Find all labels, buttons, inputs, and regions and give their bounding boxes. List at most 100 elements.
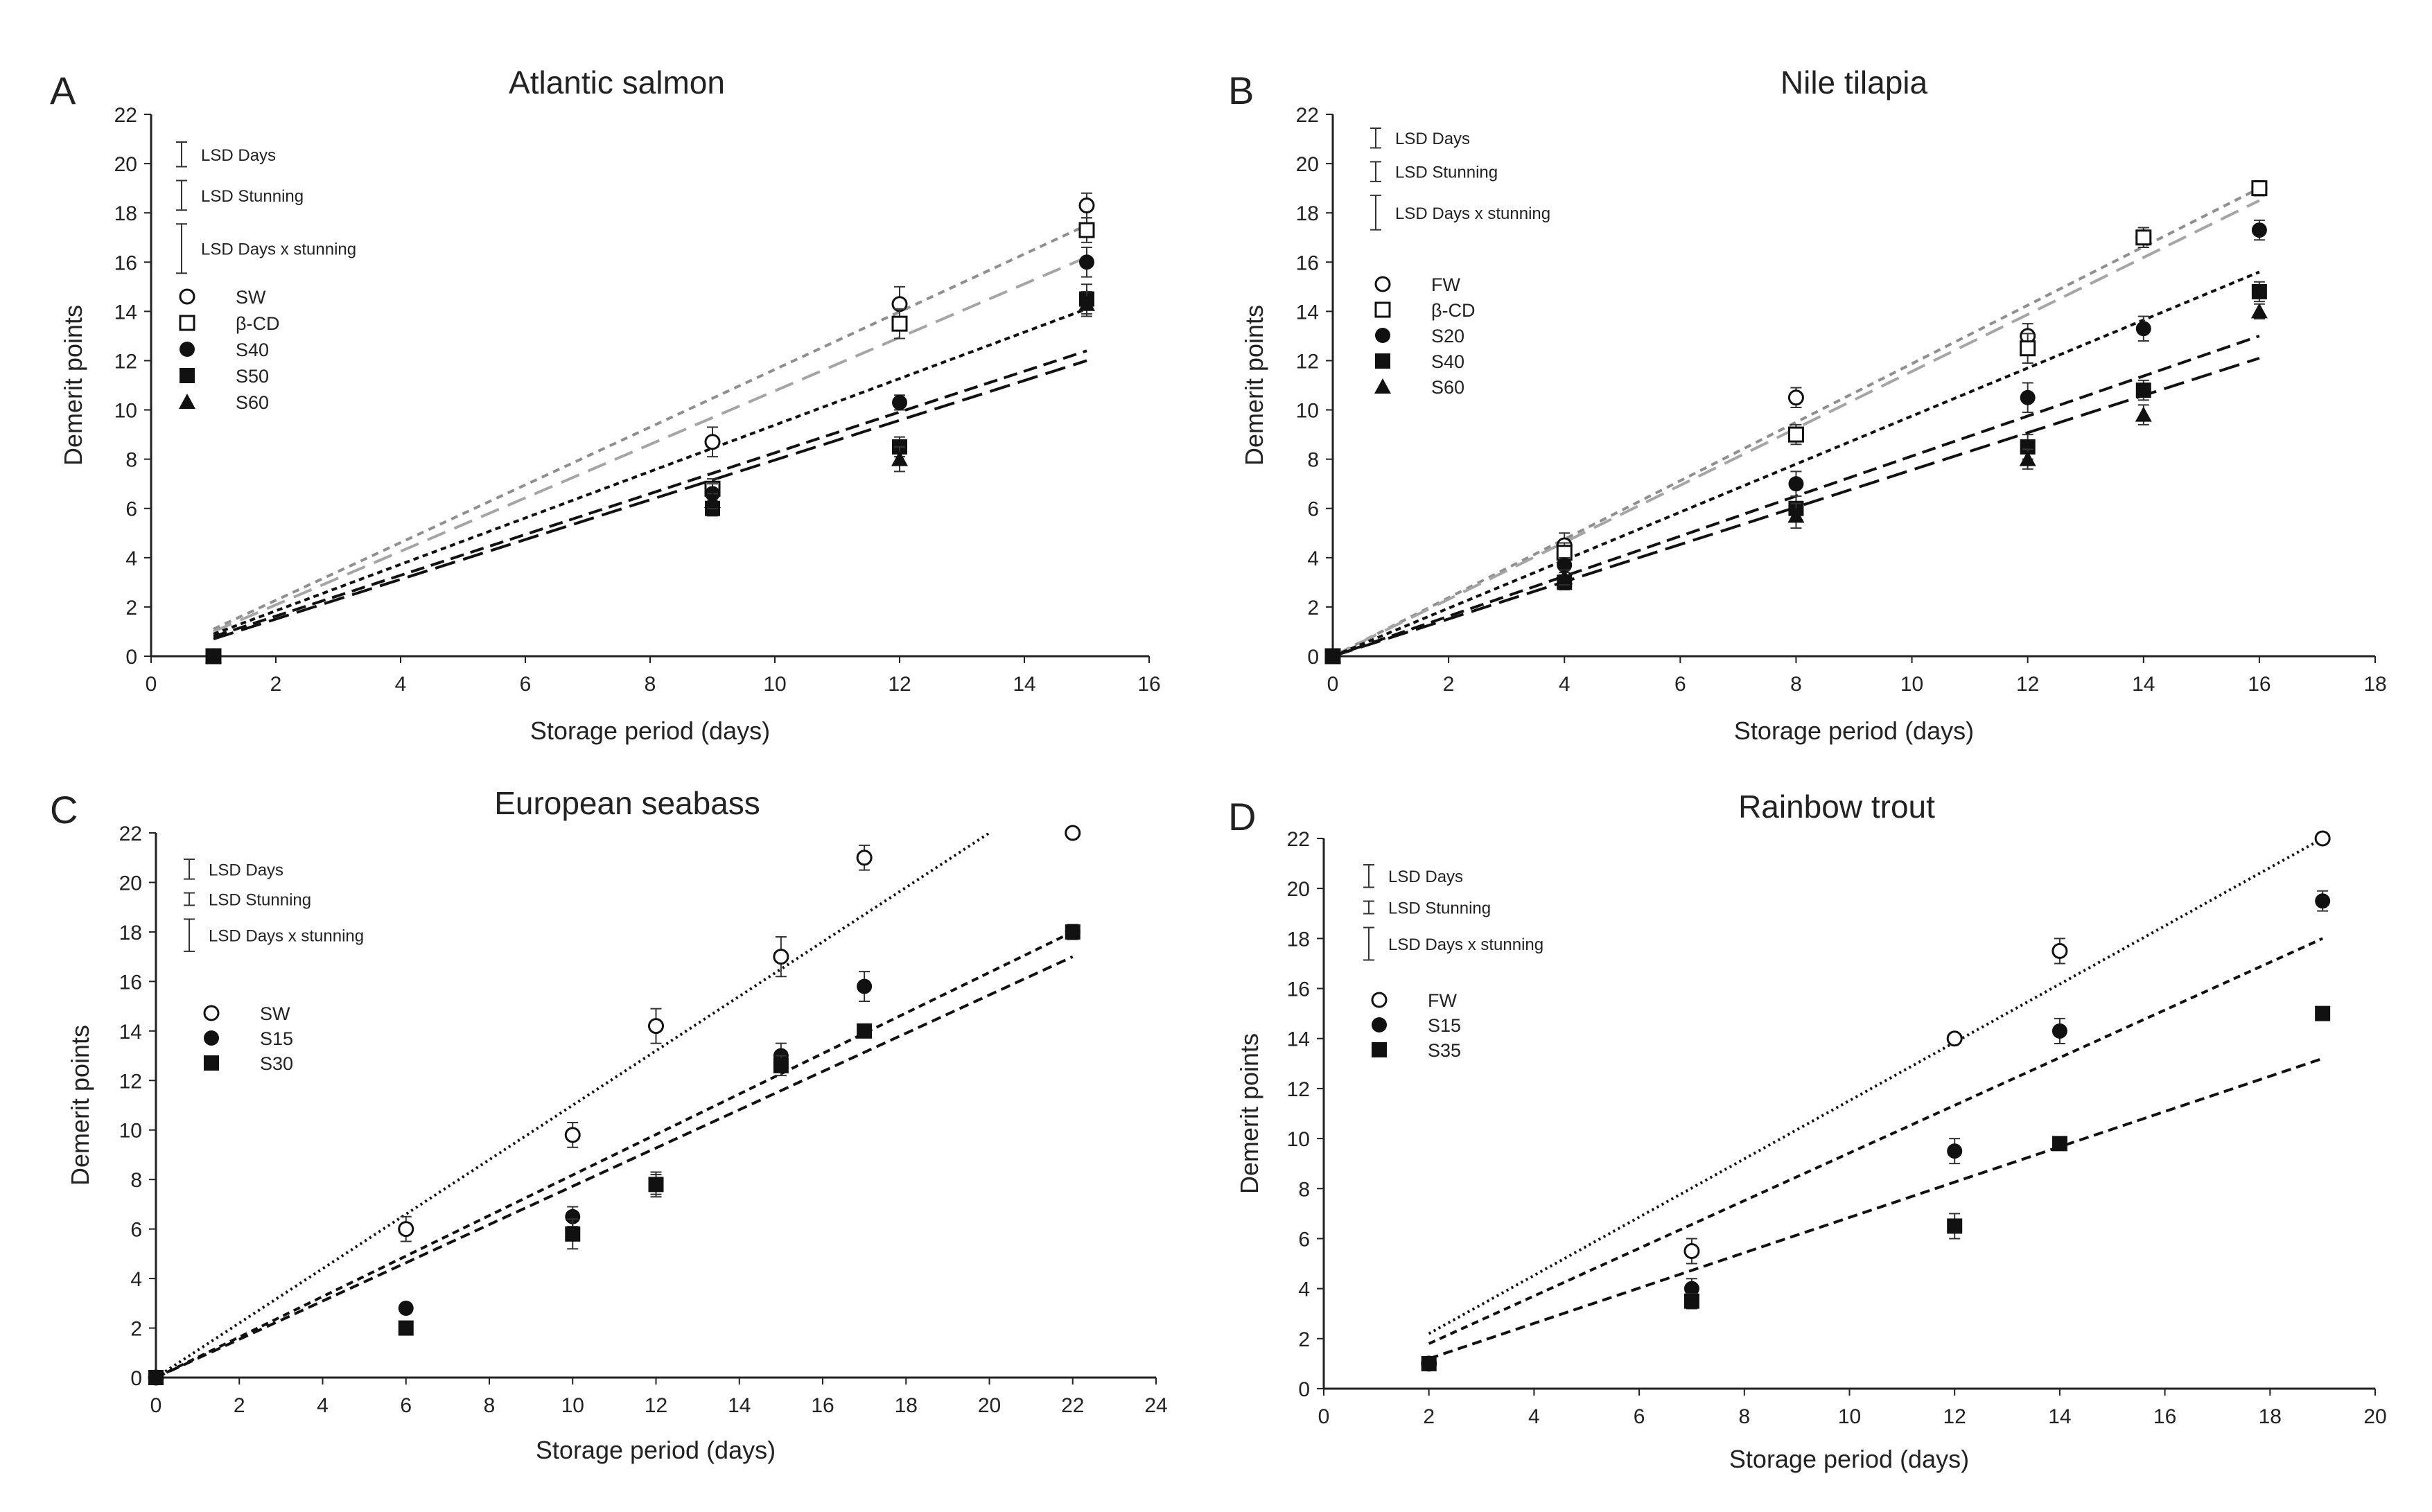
x-tick-label: 24 — [1144, 1394, 1167, 1417]
x-tick-label: 14 — [1013, 673, 1035, 696]
data-point-s30 — [565, 1226, 581, 1242]
lsd-bar — [176, 223, 187, 274]
legend-label: S40 — [236, 340, 269, 360]
trendline-cd — [213, 256, 1087, 633]
panel-nile-tilapia: B Nile tilapia Storage period (days) Dem… — [1228, 64, 2387, 745]
y-tick-label: 20 — [114, 153, 137, 176]
data-point-s60 — [1078, 295, 1095, 311]
trendline-s15 — [1428, 937, 2323, 1345]
legend-label: S40 — [1431, 351, 1464, 372]
x-tick-label: 8 — [1738, 1405, 1750, 1428]
data-point-s35 — [2052, 1136, 2067, 1152]
x-tick-label: 14 — [728, 1394, 751, 1417]
x-tick-label: 12 — [1943, 1405, 1966, 1428]
lsd-bar — [1370, 128, 1381, 149]
y-tick-label: 12 — [1296, 350, 1319, 373]
y-tick-label: 14 — [114, 301, 137, 324]
data-point-sw — [1065, 825, 1081, 841]
x-tick-label: 4 — [1528, 1405, 1540, 1428]
lsd-bar — [1363, 900, 1374, 915]
legend-marker-cd — [179, 315, 195, 331]
trendline-s60 — [213, 359, 1087, 641]
data-point-sw — [773, 949, 789, 965]
x-tick-label: 18 — [2259, 1405, 2282, 1428]
data-point-s35 — [2315, 1005, 2331, 1021]
y-tick-label: 6 — [1298, 1228, 1310, 1251]
data-point-s30 — [857, 1023, 873, 1039]
y-tick-label: 10 — [119, 1120, 142, 1143]
lsd-label: LSD Stunning — [1395, 164, 1498, 182]
y-tick-label: 14 — [1296, 301, 1319, 324]
panel-european-seabass: C European seabass Storage period (days)… — [50, 785, 1168, 1464]
y-tick-label: 2 — [1298, 1328, 1310, 1351]
data-point-s30 — [1065, 924, 1081, 940]
chart-title: Nile tilapia — [1781, 64, 1928, 100]
panel-atlantic-salmon: A Atlantic salmon Storage period (days) … — [50, 64, 1161, 745]
x-tick-label: 18 — [895, 1394, 918, 1417]
x-tick-label: 16 — [2153, 1405, 2176, 1428]
x-tick-label: 6 — [400, 1394, 412, 1417]
chart-title: Atlantic salmon — [509, 64, 725, 100]
trendline-s50 — [213, 349, 1087, 638]
data-point-s30 — [148, 1370, 164, 1385]
legend-label: FW — [1431, 274, 1460, 295]
x-axis-label: Storage period (days) — [1729, 1445, 1969, 1473]
lsd-label: LSD Days — [1388, 868, 1463, 886]
data-point-s40 — [892, 394, 907, 410]
panel-label: A — [50, 69, 76, 112]
data-point-s35 — [1947, 1218, 1963, 1234]
y-tick-label: 12 — [119, 1070, 142, 1093]
legend-marker-s40 — [1375, 353, 1390, 369]
data-point-s20 — [1788, 476, 1804, 492]
trendline-fw — [1428, 838, 2324, 1335]
y-tick-label: 0 — [125, 646, 137, 669]
y-tick-label: 18 — [119, 922, 142, 944]
y-tick-label: 16 — [119, 971, 142, 994]
y-tick-label: 6 — [1307, 498, 1319, 521]
x-axis-label: Storage period (days) — [1734, 717, 1974, 745]
y-tick-label: 16 — [1296, 252, 1319, 274]
legend-marker-sw — [203, 1005, 220, 1021]
y-axis-label: Demerit points — [1240, 305, 1268, 466]
x-tick-label: 18 — [2363, 673, 2386, 696]
y-tick-label: 6 — [130, 1219, 142, 1242]
panel-label: B — [1228, 69, 1254, 112]
legend-label: S30 — [260, 1053, 293, 1074]
x-tick-label: 0 — [1327, 673, 1339, 696]
y-tick-label: 4 — [1307, 547, 1319, 570]
data-point-s40 — [2020, 439, 2036, 455]
legend-marker-s35 — [1372, 1042, 1387, 1057]
data-point-sw — [1078, 197, 1095, 214]
y-tick-label: 0 — [130, 1367, 142, 1390]
data-point-s30 — [773, 1057, 789, 1073]
lsd-bar — [184, 918, 195, 952]
y-tick-label: 14 — [1287, 1028, 1310, 1051]
legend-label: SW — [236, 287, 266, 308]
data-point-s40 — [2135, 383, 2151, 398]
x-tick-label: 10 — [1900, 673, 1923, 696]
lsd-label: LSD Days x stunning — [1395, 204, 1550, 223]
y-tick-label: 12 — [114, 350, 137, 373]
x-tick-label: 10 — [561, 1394, 584, 1417]
x-tick-label: 10 — [1838, 1405, 1861, 1428]
lsd-label: LSD Days — [201, 146, 276, 165]
y-tick-label: 20 — [119, 872, 142, 895]
data-point-cd — [2020, 340, 2036, 357]
lsd-label: LSD Stunning — [209, 891, 311, 910]
x-tick-label: 8 — [484, 1394, 496, 1417]
legend-marker-s15 — [1372, 1017, 1387, 1032]
lsd-bar — [176, 141, 187, 168]
y-tick-label: 8 — [130, 1169, 142, 1192]
data-point-s15 — [565, 1208, 581, 1224]
x-tick-label: 8 — [645, 673, 656, 696]
y-tick-label: 22 — [114, 104, 137, 127]
y-tick-label: 12 — [1287, 1078, 1310, 1101]
y-tick-label: 16 — [114, 252, 137, 274]
data-point-s60 — [2019, 450, 2036, 466]
x-axis-label: Storage period (days) — [530, 717, 770, 745]
data-point-sw — [564, 1127, 581, 1143]
legend-label: S15 — [1428, 1015, 1461, 1036]
trendline-s60 — [1333, 356, 2260, 656]
x-tick-label: 12 — [888, 673, 911, 696]
